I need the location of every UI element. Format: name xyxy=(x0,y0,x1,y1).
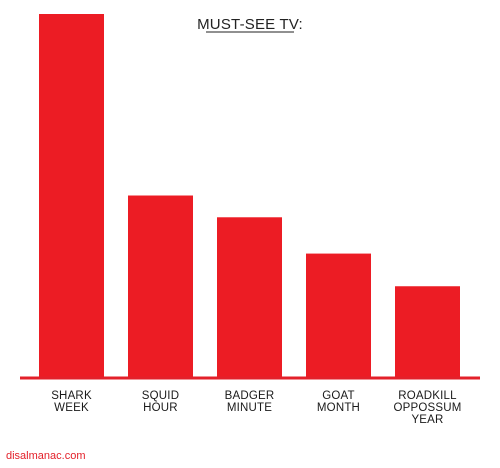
category-label: GOAT MONTH xyxy=(317,390,360,414)
bar-roadkill-oppossum-year xyxy=(395,286,460,377)
category-label-line: BADGER xyxy=(225,390,275,402)
bar-shark-week xyxy=(39,14,104,377)
source-watermark: disalmanac.com xyxy=(6,450,86,462)
bar-goat-month xyxy=(306,253,371,377)
category-label-line: OPPOSSUM xyxy=(393,402,461,414)
category-label-line: HOUR xyxy=(143,402,178,414)
chart-title: MUST-SEE TV: xyxy=(197,16,303,33)
category-label: ROADKILL OPPOSSUM YEAR xyxy=(393,390,461,426)
category-label-line: GOAT xyxy=(322,390,355,402)
category-label: SQUID HOUR xyxy=(142,390,179,414)
category-label-line: MINUTE xyxy=(227,402,272,414)
bar-badger-minute xyxy=(217,217,282,377)
category-label-line: SQUID xyxy=(142,390,179,402)
category-label-line: YEAR xyxy=(411,414,443,426)
bars-group xyxy=(39,14,460,377)
category-label: BADGER MINUTE xyxy=(225,390,275,414)
category-label-line: WEEK xyxy=(54,402,89,414)
category-label-line: SHARK xyxy=(51,390,92,402)
category-label: SHARK WEEK xyxy=(51,390,92,414)
bar-squid-hour xyxy=(128,195,193,377)
category-label-line: MONTH xyxy=(317,402,360,414)
category-label-line: ROADKILL xyxy=(398,390,457,402)
category-labels: SHARK WEEK SQUID HOUR BADGER MINUTE GOAT MONTH R… xyxy=(51,390,461,426)
